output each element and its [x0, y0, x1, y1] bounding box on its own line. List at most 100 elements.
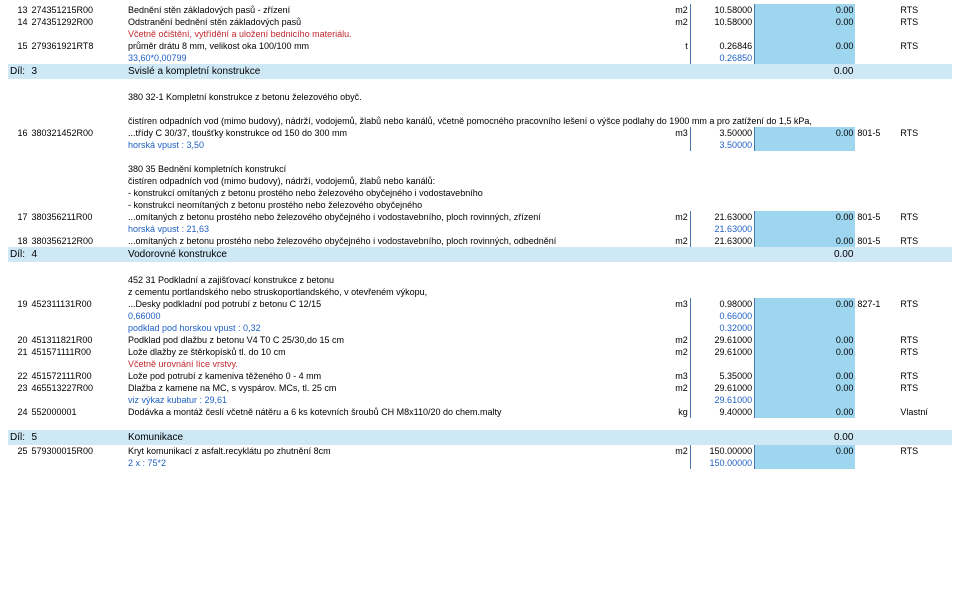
item-rate: [755, 235, 802, 247]
item-desc: ...omítaných z betonu prostého nebo žele…: [126, 235, 662, 247]
section-total: 0.00: [802, 430, 856, 445]
item-rate: [755, 370, 802, 382]
item-rate: [755, 445, 802, 457]
row-22: 452 31 Podkladní a zajišťovací konstrukc…: [8, 274, 952, 286]
item-desc: Podklad pod dlažbu z betonu V4 T0 C 25/3…: [126, 334, 662, 346]
note-text: čistíren odpadních vod (mimo budovy), ná…: [126, 115, 952, 127]
item-src: RTS: [898, 4, 952, 16]
item-src: RTS: [898, 40, 952, 52]
item-qty: 10.58000: [690, 16, 754, 28]
item-price: 0.00: [802, 382, 856, 394]
item-src: RTS: [898, 346, 952, 358]
note-text: - konstrukcí neomítaných z betonu prosté…: [126, 199, 952, 211]
item-ref: [855, 370, 898, 382]
section-dil: Díl:: [8, 64, 29, 79]
item-ref: [855, 4, 898, 16]
calc-note: Včetně urovnání líce vrstvy.: [126, 358, 662, 370]
row-6: [8, 79, 952, 91]
row-12: [8, 151, 952, 163]
section-dil: Díl:: [8, 247, 29, 262]
row-4: 33,60*0,00799 0.26850: [8, 52, 952, 64]
item-src: RTS: [898, 370, 952, 382]
row-index: 14: [8, 16, 29, 28]
item-rate: [755, 382, 802, 394]
item-price: 0.00: [802, 298, 856, 310]
row-32: viz výkaz kubatur : 29,6129.61000: [8, 394, 952, 406]
item-src: RTS: [898, 211, 952, 223]
section-total: 0.00: [802, 247, 856, 262]
item-price: 0.00: [802, 346, 856, 358]
row-index: 25: [8, 445, 29, 457]
row-37: 2 x : 75*2150.00000: [8, 457, 952, 469]
item-unit: m2: [662, 382, 690, 394]
item-desc: Bednění stěn základových pasů - zřízení: [126, 4, 662, 16]
item-unit: m3: [662, 370, 690, 382]
row-index: 15: [8, 40, 29, 52]
item-rate: [755, 127, 802, 139]
item-code: 552000001: [29, 406, 126, 418]
item-src: RTS: [898, 298, 952, 310]
item-code: 380356211R00: [29, 211, 126, 223]
row-18: horská vpust : 21,6321.63000: [8, 223, 952, 235]
note-text: 380 32-1 Kompletní konstrukce z betonu ž…: [126, 91, 952, 103]
row-35: Díl:5Komunikace0.00: [8, 430, 952, 445]
item-code: 452311131R00: [29, 298, 126, 310]
section-title: Vodorovné konstrukce: [126, 247, 802, 262]
item-ref: 801-5: [855, 211, 898, 223]
item-qty: 21.63000: [690, 211, 754, 223]
row-27: 20451311821R00Podklad pod dlažbu z beton…: [8, 334, 952, 346]
calc-qty: 29.61000: [690, 394, 754, 406]
item-desc: ...Desky podkladní pod potrubí z betonu …: [126, 298, 662, 310]
item-price: 0.00: [802, 445, 856, 457]
calc-qty: 150.00000: [690, 457, 754, 469]
note-text: z cementu portlandského nebo struskoport…: [126, 286, 952, 298]
item-unit: m3: [662, 298, 690, 310]
section-num: 5: [29, 430, 126, 445]
item-code: 279361921RT8: [29, 40, 126, 52]
note-text: čistíren odpadních vod (mimo budovy), ná…: [126, 175, 952, 187]
item-desc: Dodávka a montáž česlí včetně nátěru a 6…: [126, 406, 662, 418]
item-src: RTS: [898, 445, 952, 457]
item-desc: Lože pod potrubí z kameniva těženého 0 -…: [126, 370, 662, 382]
row-21: [8, 262, 952, 274]
item-ref: 801-5: [855, 235, 898, 247]
calc-qty: 0.26850: [690, 52, 754, 64]
item-unit: m2: [662, 235, 690, 247]
item-rate: [755, 16, 802, 28]
item-qty: 10.58000: [690, 4, 754, 16]
row-3: 15279361921RT8průměr drátu 8 mm, velikos…: [8, 40, 952, 52]
calc-note: 0,66000: [126, 310, 662, 322]
row-9: čistíren odpadních vod (mimo budovy), ná…: [8, 115, 952, 127]
item-price: 0.00: [802, 211, 856, 223]
item-unit: m2: [662, 445, 690, 457]
item-price: 0.00: [802, 334, 856, 346]
row-11: horská vpust : 3,503.50000: [8, 139, 952, 151]
item-unit: m2: [662, 346, 690, 358]
row-14: čistíren odpadních vod (mimo budovy), ná…: [8, 175, 952, 187]
row-30: 22451572111R00Lože pod potrubí z kameniv…: [8, 370, 952, 382]
row-28: 21451571111R00Lože dlažby ze štěrkopísků…: [8, 346, 952, 358]
row-33: 24552000001Dodávka a montáž česlí včetně…: [8, 406, 952, 418]
row-8: [8, 103, 952, 115]
item-qty: 3.50000: [690, 127, 754, 139]
calc-note: horská vpust : 3,50: [126, 139, 662, 151]
calc-qty: 21.63000: [690, 223, 754, 235]
calc-note: 33,60*0,00799: [126, 52, 662, 64]
item-unit: m2: [662, 4, 690, 16]
item-qty: 29.61000: [690, 382, 754, 394]
item-ref: [855, 40, 898, 52]
item-src: RTS: [898, 235, 952, 247]
item-rate: [755, 211, 802, 223]
item-desc: průměr drátu 8 mm, velikost oka 100/100 …: [126, 40, 662, 52]
item-price: 0.00: [802, 127, 856, 139]
item-desc: ...omítaných z betonu prostého nebo žele…: [126, 211, 662, 223]
item-price: 0.00: [802, 16, 856, 28]
row-34: [8, 418, 952, 430]
item-qty: 0.26846: [690, 40, 754, 52]
calc-note: Včetně očištění, vytřídění a uložení bed…: [126, 28, 662, 40]
item-code: 451571111R00: [29, 346, 126, 358]
item-price: 0.00: [802, 4, 856, 16]
note-text: 452 31 Podkladní a zajišťovací konstrukc…: [126, 274, 952, 286]
item-price: 0.00: [802, 406, 856, 418]
item-qty: 9.40000: [690, 406, 754, 418]
